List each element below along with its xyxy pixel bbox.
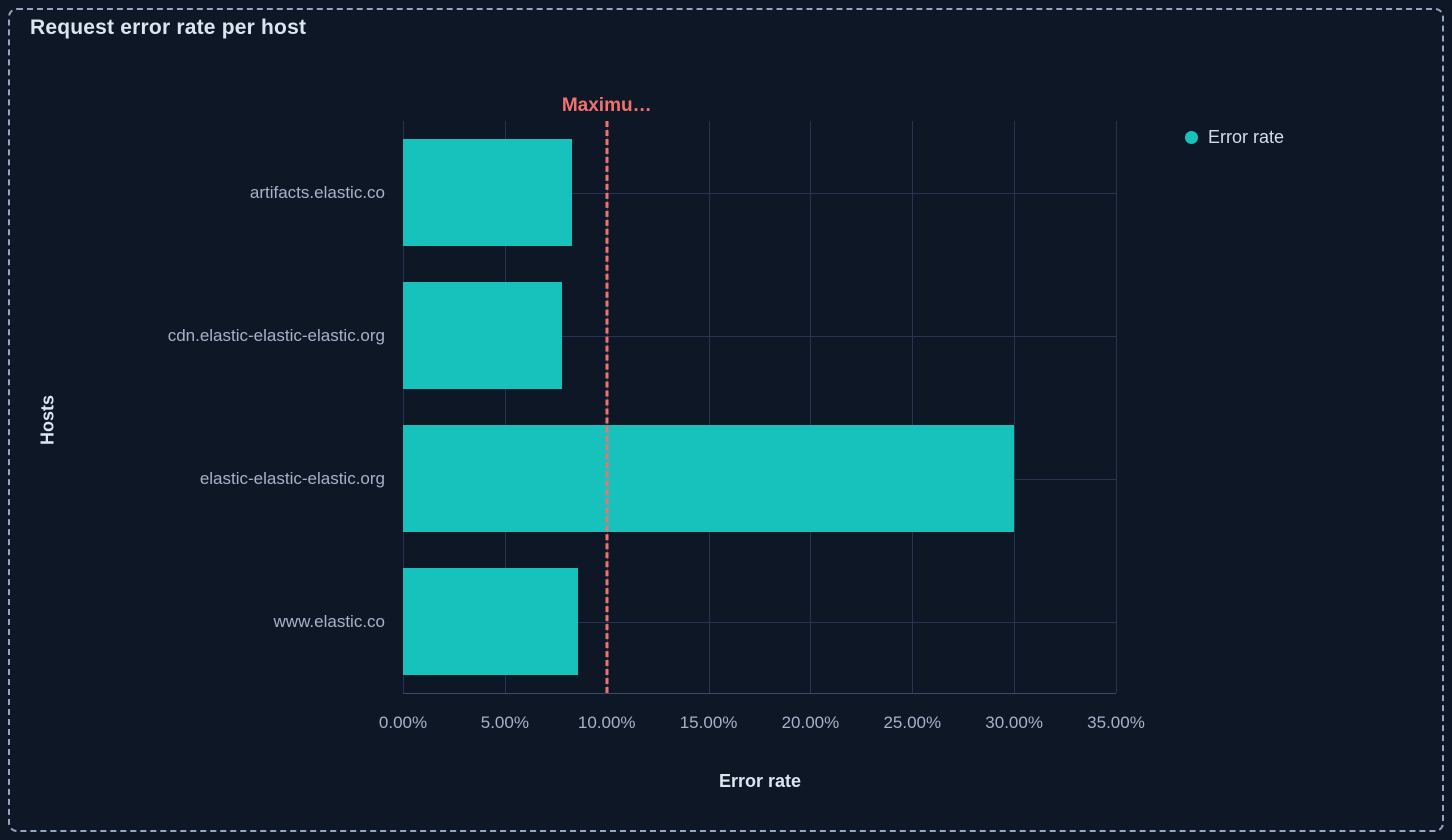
x-axis-labels: 0.00% 5.00% 10.00% 15.00% 20.00% 25.00% 30.00%…	[379, 713, 1145, 737]
gridline-vertical	[810, 121, 812, 693]
gridline-vertical	[403, 121, 404, 693]
gridline-vertical	[504, 121, 506, 693]
gridline-vertical	[1014, 121, 1016, 693]
gridline-horizontal	[403, 335, 1116, 337]
y-axis-label: cdn.elastic-elastic-elastic.org	[167, 325, 385, 345]
legend-dot-icon	[1185, 131, 1198, 144]
x-axis-tick-label: 30.00%	[985, 713, 1043, 732]
x-axis-tick-label: 0.00%	[378, 713, 428, 732]
threshold-line	[605, 121, 609, 693]
x-axis-title: Error rate	[718, 771, 802, 791]
legend-item-error-rate[interactable]: Error rate	[1185, 127, 1284, 148]
gridline-vertical	[912, 121, 914, 693]
y-axis-label: www.elastic.co	[273, 612, 385, 632]
x-axis-tick-label: 25.00%	[883, 713, 942, 732]
x-axis-tick-label: 35.00%	[1087, 713, 1145, 732]
x-axis-tick-label: 15.00%	[679, 713, 738, 732]
gridline-vertical	[708, 121, 710, 693]
panel-title: Request error rate per host	[30, 16, 307, 39]
y-axis-label: elastic-elastic-elastic.org	[199, 469, 385, 489]
gridline-horizontal	[403, 621, 1116, 623]
x-axis-tick-label: 5.00%	[480, 713, 529, 732]
x-axis-tick-label: 20.00%	[781, 713, 840, 732]
bar-artifacts.elastic.co[interactable]	[403, 138, 573, 247]
bar-cdn.elastic-elastic-elastic.org[interactable]	[403, 281, 562, 390]
y-axis-labels: artifacts.elastic.co cdn.elastic-elastic-…	[0, 121, 385, 694]
gridline-horizontal	[403, 192, 1116, 194]
x-axis-tick-label: 10.00%	[577, 713, 636, 732]
bar-elastic-elastic-elastic.org[interactable]	[403, 424, 1015, 533]
y-axis-label: artifacts.elastic.co	[249, 182, 385, 202]
threshold-label[interactable]: Maximu…	[561, 95, 652, 116]
legend-label: Error rate	[1208, 127, 1285, 147]
plot-area: Maximu…	[403, 95, 1117, 694]
bar-www.elastic.co[interactable]	[403, 567, 579, 676]
gridline-vertical	[1116, 121, 1117, 693]
